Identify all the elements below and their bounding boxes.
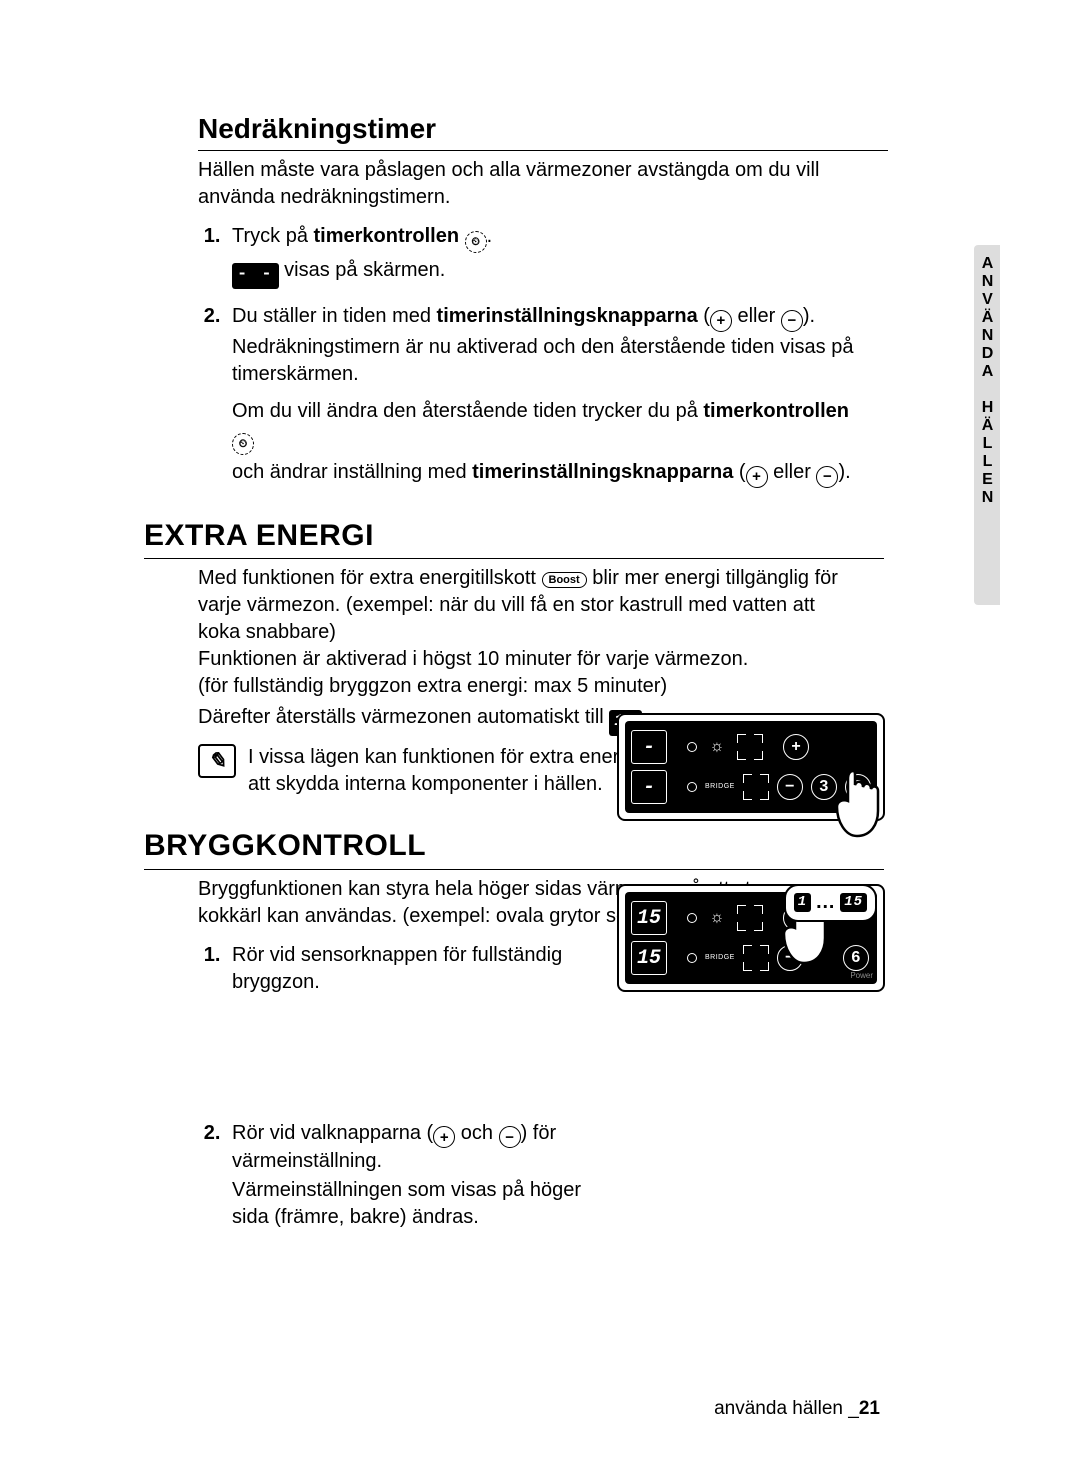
text: Nedräkningstimern är nu aktiverad och de… [232, 334, 866, 388]
display-seg: 15 [631, 941, 667, 975]
sec1-step1-line2: - - visas på skärmen. [232, 257, 866, 289]
sec2-p1: Med funktionen för extra energitillskott… [198, 565, 838, 646]
note-icon: ✎ [198, 744, 236, 778]
range-lo: 1 [794, 893, 811, 913]
zone-corners [737, 734, 763, 760]
text: ). [803, 305, 815, 327]
num6-btn: 6 [843, 945, 869, 971]
plus-icon: + [433, 1126, 455, 1148]
timer-icon: ⏲ [232, 433, 254, 455]
text: och ändrar inställning med [232, 461, 472, 483]
sec3-steps-2: Rör vid valknapparna (+ och −) för värme… [198, 1120, 866, 1232]
heading-extra-energi: EXTRA ENERGI [144, 516, 884, 560]
bridge-label: BRIDGE [705, 782, 735, 791]
text: Därefter återställs värmezonen automatis… [198, 706, 609, 728]
zone-dot [687, 782, 697, 792]
heading-bryggkontroll: BRYGGKONTROLL [144, 826, 884, 870]
bold: timerinställningsknapparna [437, 305, 698, 327]
sec1-steps: Tryck på timerkontrollen ⏲. - - visas på… [198, 223, 866, 488]
text: Rör vid valknapparna ( [232, 1122, 433, 1144]
text: visas på skärmen. [279, 259, 446, 281]
sec2-body: Med funktionen för extra energitillskott… [198, 565, 838, 736]
display-seg: - [631, 730, 667, 764]
display-dash-icon: - - [232, 263, 279, 289]
page-number: 21 [859, 1398, 880, 1419]
panel-frame: 1 … 15 15 ☼ + 15 [617, 884, 885, 992]
power-label: Power [850, 971, 873, 982]
plus-icon: + [746, 466, 768, 488]
text: eller [732, 305, 781, 327]
minus-icon: − [816, 466, 838, 488]
range-balloon: 1 … 15 [784, 884, 877, 922]
sec1-step1: Tryck på timerkontrollen ⏲. - - visas på… [226, 223, 866, 289]
display-seg: - [631, 770, 667, 804]
illustration-1: - ☼ + - BRIDGE − 3 [617, 713, 885, 821]
text: ). [838, 461, 850, 483]
text: och [455, 1122, 498, 1144]
minus-icon: − [499, 1126, 521, 1148]
boost-icon: Boost [542, 572, 587, 588]
text: Om du vill ändra den återstående tiden t… [232, 400, 703, 422]
manual-page: ANVÄNDA HÄLLEN Nedräkningstimer Hällen m… [0, 0, 1080, 1477]
num6-btn: 6 [845, 774, 871, 800]
zone-corners [743, 774, 769, 800]
sec1-step2-p3: och ändrar inställning med timerinställn… [232, 459, 866, 488]
text: Med funktionen för extra energitillskott [198, 567, 542, 589]
text: Värmeinställningen som visas på höger si… [232, 1177, 612, 1231]
num3-btn: 3 [811, 774, 837, 800]
zone-dot [687, 913, 697, 923]
sec1-intro: Hällen måste vara påslagen och alla värm… [198, 157, 838, 211]
minus-icon: − [781, 310, 803, 332]
range-dots: … [815, 889, 836, 916]
sec2-p3: (för fullständig bryggzon extra energi: … [198, 673, 838, 700]
side-label: ANVÄNDA HÄLLEN [976, 255, 998, 507]
text: . [487, 225, 493, 247]
zone-dot [687, 953, 697, 963]
sec1-step2: Du ställer in tiden med timerinställning… [226, 303, 866, 487]
bold: timerinställningsknapparna [472, 461, 733, 483]
zone-dot [687, 742, 697, 752]
text: Rör vid sensorknappen för fullständig br… [232, 942, 612, 996]
plus-icon: + [710, 310, 732, 332]
bridge-label: BRIDGE [705, 953, 735, 962]
text: Du ställer in tiden med [232, 305, 437, 327]
page-footer: använda hällen _21 [714, 1396, 880, 1422]
bold: timerkontrollen [314, 225, 460, 247]
illustration-2: 1 … 15 15 ☼ + 15 [617, 884, 885, 992]
control-panel: - ☼ + - BRIDGE − 3 [625, 721, 877, 813]
brightness-icon: ☼ [705, 736, 729, 758]
footer-text: använda hällen _ [714, 1398, 859, 1419]
sec3-step2: Rör vid valknapparna (+ och −) för värme… [226, 1120, 866, 1232]
zone-corners [743, 945, 769, 971]
minus-btn: − [777, 774, 803, 800]
brightness-icon: ☼ [705, 907, 729, 929]
zone-corners [737, 905, 763, 931]
minus-btn: − [777, 945, 803, 971]
sec2-p2: Funktionen är aktiverad i högst 10 minut… [198, 646, 838, 673]
heading-nedrakningstimer: Nedräkningstimer [198, 110, 888, 151]
panel-frame: - ☼ + - BRIDGE − 3 [617, 713, 885, 821]
timer-icon: ⏲ [465, 231, 487, 253]
plus-btn: + [783, 734, 809, 760]
text: Tryck på [232, 225, 314, 247]
sec1-step2-p2: Om du vill ändra den återstående tiden t… [232, 398, 866, 455]
bold: timerkontrollen [703, 400, 849, 422]
range-hi: 15 [840, 893, 867, 913]
display-seg: 15 [631, 901, 667, 935]
text: eller [768, 461, 817, 483]
